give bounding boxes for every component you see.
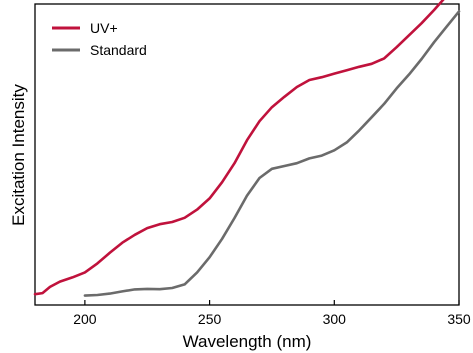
x-axis-title: Wavelength (nm) [183,332,312,351]
x-tick-label: 200 [73,311,97,327]
series-line-uv [33,0,445,296]
legend: UV+ Standard [52,20,147,58]
x-tick-label: 300 [323,311,347,327]
plot-frame [34,3,460,306]
x-tick-label: 250 [198,311,222,327]
series-line-standard [83,10,461,297]
x-axis-ticks: 200 250 300 350 [73,300,471,327]
x-tick-label: 350 [447,311,471,327]
legend-label-uv-plus: UV+ [90,20,118,36]
legend-label-standard: Standard [90,42,147,58]
series-layer [33,0,461,297]
y-axis-title: Excitation Intensity [9,84,28,226]
